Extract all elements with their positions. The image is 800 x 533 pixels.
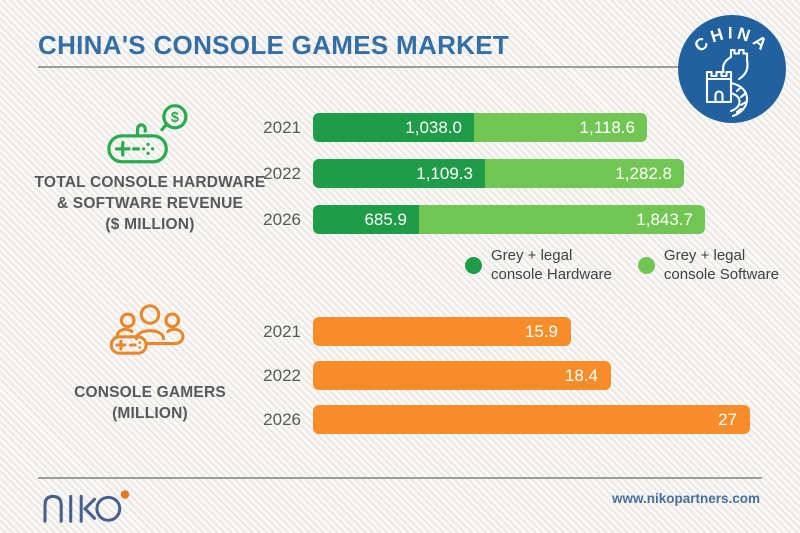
revenue-section-label: $ TOTAL CONSOLE HARDWARE & SOFTWARE REVE… (30, 103, 270, 235)
gamers-section-label: CONSOLE GAMERS (MILLION) (30, 300, 270, 424)
bar-segment: 1,118.6 (474, 113, 647, 142)
gamers-bar: 15.9 (313, 317, 571, 346)
year-label: 2022 (263, 365, 301, 385)
niko-logo (38, 485, 132, 530)
legend-item-software: Grey + legal console Software (637, 246, 779, 284)
legend-software-line2: console Software (663, 266, 779, 283)
niko-logo-icon (43, 490, 130, 523)
svg-text:$: $ (171, 110, 179, 126)
revenue-row: 2022 1,109.3 1,282.8 (256, 159, 705, 188)
year-label: 2022 (263, 163, 301, 183)
revenue-label: TOTAL CONSOLE HARDWARE & SOFTWARE REVENU… (35, 172, 266, 235)
legend-software-line1: Grey + legal (663, 247, 746, 264)
year-label: 2021 (263, 117, 301, 137)
revenue-row: 2026 685.9 1,843.7 (256, 205, 705, 234)
website-link[interactable]: www.nikopartners.com (611, 491, 760, 506)
gamers-row: 2022 18.4 (256, 361, 750, 390)
badge-circle (678, 15, 786, 123)
legend-text-software: Grey + legal console Software (664, 246, 779, 284)
bar-segment: 1,109.3 (313, 159, 485, 188)
page-title: CHINA'S CONSOLE GAMES MARKET (38, 30, 510, 60)
bar-segment: 1,843.7 (419, 205, 705, 234)
gamers-row: 2026 27 (256, 405, 750, 434)
bar-segment: 685.9 (313, 205, 419, 234)
bar-segment: 1,038.0 (313, 113, 474, 142)
year-label: 2026 (263, 209, 301, 229)
year-label: 2021 (263, 321, 301, 341)
gamers-row: 2021 15.9 (256, 317, 750, 346)
legend-dot-software (637, 256, 655, 274)
china-badge: CHINA (678, 15, 786, 123)
niko-logo-dot (120, 490, 130, 499)
footer-divider (38, 477, 762, 479)
gamers-bar: 27 (313, 405, 750, 434)
revenue-label-line3: ($ MILLION) (105, 216, 195, 233)
console-gamers-icon (109, 304, 185, 355)
gamers-label-line1: CONSOLE GAMERS (74, 384, 226, 401)
header-divider (38, 66, 762, 68)
revenue-label-line2: & SOFTWARE REVENUE (56, 195, 244, 212)
legend-item-hardware: Grey + legal console Hardware (465, 246, 612, 284)
year-label: 2026 (263, 409, 301, 429)
revenue-stacked-bar: 1,109.3 1,282.8 (313, 159, 684, 188)
revenue-row: 2021 1,038.0 1,118.6 (256, 113, 705, 142)
legend-hardware-line1: Grey + legal (491, 247, 573, 264)
revenue-bar-chart: 2021 1,038.0 1,118.6 2022 1,109.3 1,282.8 2026… (256, 113, 705, 251)
legend-hardware-line2: console Hardware (491, 266, 612, 283)
great-wall-icon (705, 48, 749, 118)
bar-segment: 1,282.8 (485, 159, 684, 188)
legend-dot-hardware (465, 256, 482, 274)
gamers-label-line2: (MILLION) (112, 405, 188, 422)
gamepad-dollar-icon: $ (107, 104, 188, 164)
legend-text-hardware: Grey + legal console Hardware (491, 246, 612, 284)
gamers-bar: 18.4 (313, 361, 611, 390)
revenue-label-line1: TOTAL CONSOLE HARDWARE (34, 174, 266, 191)
gamers-label: CONSOLE GAMERS (MILLION) (74, 382, 226, 424)
gamers-bar-chart: 2021 15.9 2022 18.4 2026 27 (256, 317, 750, 449)
revenue-stacked-bar: 685.9 1,843.7 (313, 205, 705, 234)
revenue-legend: Grey + legal console Hardware Grey + leg… (465, 246, 779, 284)
revenue-stacked-bar: 1,038.0 1,118.6 (313, 113, 647, 142)
